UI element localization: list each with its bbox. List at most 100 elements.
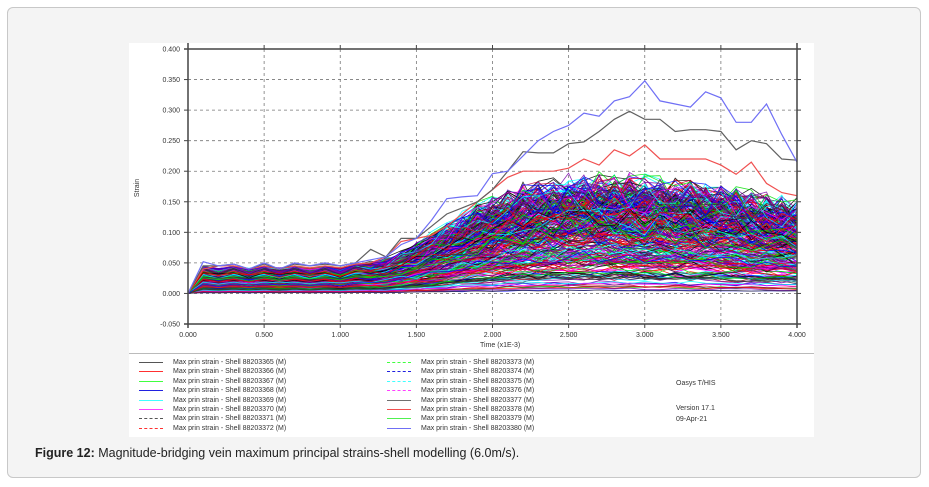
legend-item: Max prin strain - Shell 88203365 (M) bbox=[139, 358, 286, 367]
bulk-curve-line bbox=[187, 216, 798, 294]
caption-label: Figure 12: bbox=[35, 446, 95, 460]
bulk-curve-line bbox=[187, 246, 798, 294]
bulk-curve-line bbox=[187, 174, 798, 294]
bulk-curve-line bbox=[187, 280, 798, 294]
y-tick-label: -0.050 bbox=[160, 322, 180, 329]
legend-item: Max prin strain - Shell 88203375 (M) bbox=[387, 377, 534, 386]
figure-caption: Figure 12: Magnitude-bridging vein maxim… bbox=[35, 446, 519, 460]
caption-text: Magnitude-bridging vein maximum principa… bbox=[94, 446, 520, 460]
legend-item: Max prin strain - Shell 88203373 (M) bbox=[387, 358, 534, 367]
y-tick-label: 0.000 bbox=[162, 291, 180, 298]
legend-item: Max prin strain - Shell 88203366 (M) bbox=[139, 367, 286, 376]
y-tick-label: 0.100 bbox=[162, 230, 180, 237]
x-tick-label: 2.000 bbox=[484, 332, 502, 339]
legend-swatch bbox=[387, 409, 411, 410]
legend-swatch bbox=[139, 390, 163, 392]
legend-swatch bbox=[139, 427, 163, 429]
legend-item: Max prin strain - Shell 88203376 (M) bbox=[387, 386, 534, 395]
y-tick-label: 0.050 bbox=[162, 260, 180, 267]
x-tick-label: 3.500 bbox=[712, 332, 730, 339]
bulk-curve-line bbox=[187, 183, 798, 294]
y-tick-label: 0.400 bbox=[162, 47, 180, 54]
figure-card: 0.000 0.500 1.000 1.500 2.000 2.500 3.000 3.500… bbox=[7, 7, 921, 478]
legend-label: Max prin strain - Shell 88203366 (M) bbox=[173, 368, 287, 376]
software-label: Oasys T/HIS bbox=[676, 380, 716, 387]
x-tick-label: 0.500 bbox=[255, 332, 273, 339]
bulk-curve-line bbox=[187, 205, 798, 294]
legend-label: Max prin strain - Shell 88203371 (M) bbox=[173, 415, 287, 423]
bulk-curve-line bbox=[187, 188, 798, 294]
legend-label: Max prin strain - Shell 88203380 (M) bbox=[421, 424, 535, 432]
bulk-curves bbox=[187, 171, 798, 294]
legend-label: Max prin strain - Shell 88203378 (M) bbox=[421, 406, 535, 413]
date-label: 09-Apr-21 bbox=[676, 416, 708, 423]
legend-label: Max prin strain - Shell 88203365 (M) bbox=[173, 359, 287, 366]
bulk-curve-line bbox=[187, 273, 798, 294]
legend-swatch bbox=[139, 371, 163, 373]
legend-label: Max prin strain - Shell 88203375 (M) bbox=[421, 377, 535, 385]
y-tick-label: 0.150 bbox=[162, 199, 180, 206]
legend-swatch bbox=[387, 427, 411, 429]
legend-item: Max prin strain - Shell 88203377 (M) bbox=[387, 396, 534, 405]
legend-item: Max prin strain - Shell 88203368 (M) bbox=[139, 386, 286, 395]
x-tick-label: 1.500 bbox=[408, 332, 426, 339]
legend-swatch bbox=[139, 380, 163, 382]
version-label: Version 17.1 bbox=[676, 405, 715, 412]
legend-item: Max prin strain - Shell 88203378 (M) bbox=[387, 405, 534, 414]
bulk-curve-line bbox=[187, 230, 798, 294]
legend-swatch bbox=[387, 399, 411, 401]
legend-item: Max prin strain - Shell 88203372 (M) bbox=[139, 424, 286, 433]
legend-label: Max prin strain - Shell 88203370 (M) bbox=[173, 406, 287, 413]
legend-swatch bbox=[387, 362, 411, 363]
legend-label: Max prin strain - Shell 88203373 (M) bbox=[421, 359, 535, 366]
y-tick-label: 0.300 bbox=[162, 108, 180, 115]
bulk-curve-line bbox=[187, 209, 798, 294]
bulk-curve-line bbox=[187, 220, 798, 294]
legend-swatch bbox=[387, 371, 411, 373]
legend-label: Max prin strain - Shell 88203369 (M) bbox=[173, 396, 287, 404]
bulk-curve-line bbox=[187, 284, 798, 294]
series-line bbox=[187, 79, 798, 294]
legend-label: Max prin strain - Shell 88203376 (M) bbox=[421, 387, 535, 395]
series-line bbox=[187, 110, 798, 294]
bulk-curve-line bbox=[187, 253, 798, 294]
x-tick-label: 3.000 bbox=[636, 332, 654, 339]
legend-item: Max prin strain - Shell 88203370 (M) bbox=[139, 405, 286, 414]
bulk-curve-line bbox=[187, 250, 798, 294]
chart-legend: Oasys T/HIS Version 17.1 09-Apr-21 Max p… bbox=[129, 353, 814, 437]
legend-label: Max prin strain - Shell 88203367 (M) bbox=[173, 377, 287, 385]
bulk-curve-line bbox=[187, 207, 798, 294]
y-tick-label: 0.350 bbox=[162, 77, 180, 84]
x-tick-label: 0.000 bbox=[179, 332, 197, 339]
legend-swatch bbox=[139, 362, 163, 363]
y-tick-label: 0.200 bbox=[162, 169, 180, 176]
legend-item: Max prin strain - Shell 88203371 (M) bbox=[139, 414, 286, 423]
legend-swatch bbox=[139, 399, 163, 401]
legend-swatch bbox=[139, 409, 163, 410]
legend-label: Max prin strain - Shell 88203379 (M) bbox=[421, 415, 535, 423]
x-axis-label: Time (x1E-3) bbox=[480, 342, 520, 349]
legend-label: Max prin strain - Shell 88203372 (M) bbox=[173, 424, 287, 432]
legend-swatch bbox=[387, 418, 411, 420]
bulk-curve-line bbox=[187, 259, 798, 294]
legend-swatch bbox=[387, 390, 411, 392]
strain-chart: 0.000 0.500 1.000 1.500 2.000 2.500 3.000 3.500… bbox=[134, 43, 806, 349]
legend-label: Max prin strain - Shell 88203374 (M) bbox=[421, 368, 535, 376]
y-tick-label: 0.250 bbox=[162, 138, 180, 145]
legend-item: Max prin strain - Shell 88203369 (M) bbox=[139, 396, 286, 405]
legend-swatch bbox=[387, 380, 411, 382]
bulk-curve-line bbox=[187, 263, 798, 294]
bulk-curve-line bbox=[187, 233, 798, 294]
x-tick-label: 4.000 bbox=[788, 332, 806, 339]
bulk-curve-line bbox=[187, 264, 798, 294]
legend-label: Max prin strain - Shell 88203377 (M) bbox=[421, 396, 535, 404]
legend-label: Max prin strain - Shell 88203368 (M) bbox=[173, 387, 287, 395]
chart-figure: 0.000 0.500 1.000 1.500 2.000 2.500 3.000 3.500… bbox=[129, 43, 814, 437]
legend-item: Max prin strain - Shell 88203374 (M) bbox=[387, 367, 534, 376]
y-axis-label: Strain bbox=[134, 179, 141, 197]
x-tick-label: 2.500 bbox=[560, 332, 578, 339]
legend-item: Max prin strain - Shell 88203380 (M) bbox=[387, 424, 534, 433]
bulk-curve-line bbox=[187, 243, 798, 294]
bulk-curve-line bbox=[187, 223, 798, 294]
legend-swatch bbox=[139, 418, 163, 420]
